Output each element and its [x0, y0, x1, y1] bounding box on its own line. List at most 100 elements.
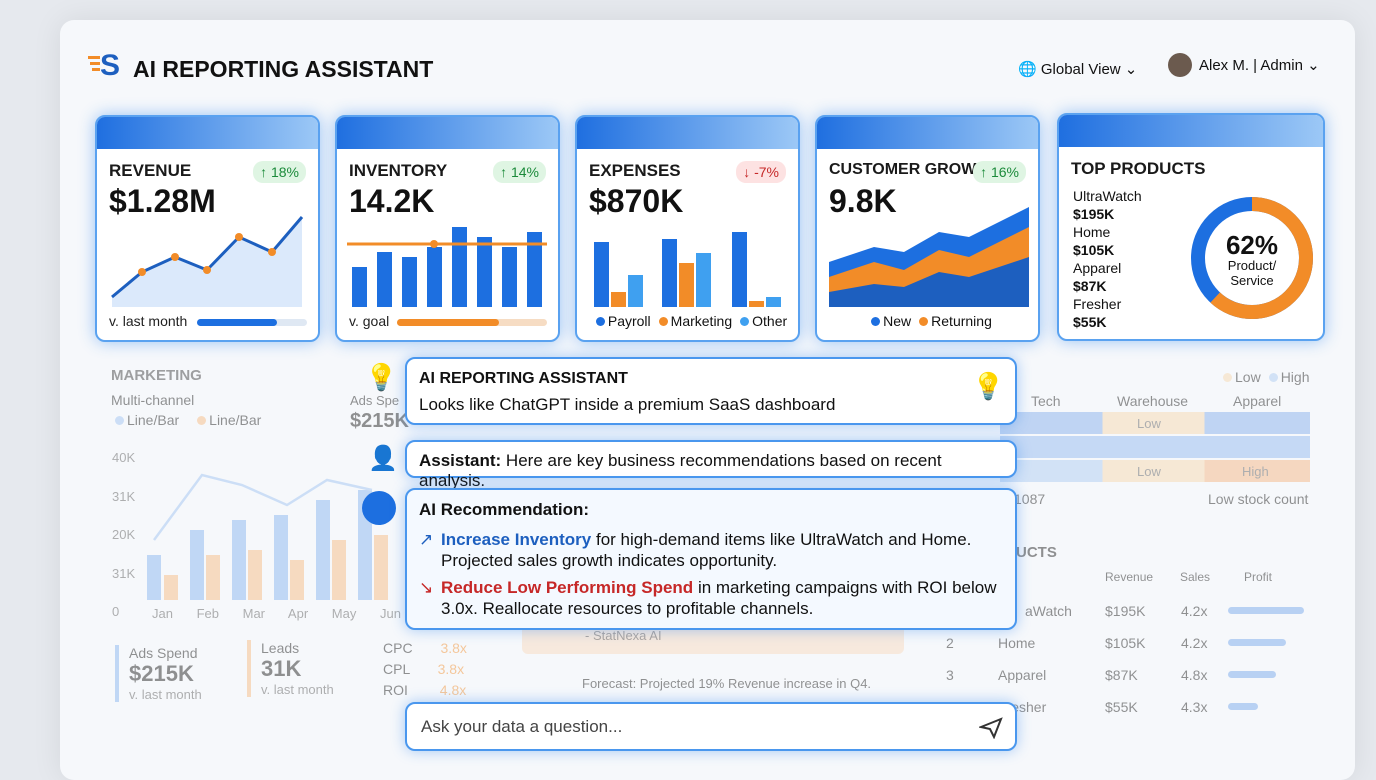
decoration: [397, 319, 547, 326]
metric-value: 4.8x: [439, 682, 467, 698]
legend-item: Line/Bar: [209, 412, 262, 428]
stat-note: v. last month: [261, 682, 334, 697]
bg-label: Ads Spe: [350, 393, 400, 408]
product-name: Fresher: [1073, 296, 1122, 312]
stat: Leads 31K v. last month: [247, 640, 334, 697]
cell: Home: [998, 635, 1036, 651]
decoration: [147, 555, 161, 600]
user-label: Alex M. | Admin: [1199, 57, 1303, 74]
rec-text: for high-demand items like UltraWatch an…: [441, 530, 972, 570]
recommendation-box: AI Recommendation: ↗ Increase Inventory f…: [405, 488, 1017, 630]
decoration: [248, 550, 262, 600]
kpi-label: INVENTORY: [349, 161, 448, 180]
column-label: Warehouse: [1117, 393, 1189, 409]
cell: aWatch: [1025, 603, 1072, 619]
kpi-change: ↑ 16%: [973, 161, 1026, 183]
metric-value: 3.8x: [437, 661, 465, 677]
rec-arrow: ↘: [419, 578, 434, 597]
cell: 3: [946, 667, 954, 683]
sparkline: [111, 216, 304, 307]
bg-value: $215K: [350, 410, 409, 432]
bulb-icon: 💡: [972, 371, 1005, 401]
chart-legend: Payroll Marketing Other: [577, 313, 798, 329]
product-value: $87K: [1073, 278, 1107, 294]
assistant-message: Assistant: Here are key business recomme…: [405, 440, 1017, 490]
cell: 4.3x: [1181, 699, 1208, 715]
metric-label: CPL: [383, 661, 410, 677]
decoration: [611, 292, 626, 307]
assistant-title: AI REPORTING ASSISTANT: [419, 370, 628, 387]
decoration: [1228, 607, 1304, 614]
decoration: [527, 232, 542, 307]
decoration: [274, 515, 288, 600]
decoration: Low High: [1215, 369, 1309, 385]
message-text: Here are key business recommendations ba…: [419, 451, 942, 490]
chat-input[interactable]: Ask your data a question...: [405, 702, 1017, 751]
x-tick-label: Jan: [152, 606, 173, 621]
legend-item: Marketing: [670, 313, 733, 329]
decoration: [979, 717, 1003, 739]
decoration: CPC 3.8x: [383, 638, 467, 659]
kpi-label: CUSTOMER GROWTH: [829, 161, 998, 178]
decoration: [1228, 671, 1276, 678]
legend-item: Line/Bar: [127, 412, 180, 428]
metric-label: ROI: [383, 682, 408, 698]
kpi-label: EXPENSES: [589, 161, 681, 180]
view-selector[interactable]: 🌐 Global View ⌄: [1018, 61, 1138, 78]
decoration: [919, 317, 929, 326]
metrics: CPC 3.8x CPL 3.8x ROI 4.8x: [383, 638, 467, 701]
table-title: UCTS: [1016, 544, 1057, 561]
decoration: [749, 301, 764, 307]
decoration: [115, 416, 124, 425]
decoration: [164, 535, 388, 600]
cell: $195K: [1105, 603, 1146, 619]
rec-text: in marketing campaigns with ROI below 3.…: [441, 578, 997, 618]
stat-label: Ads Spend: [129, 645, 198, 661]
user-menu[interactable]: Alex M. | Admin ⌄: [1199, 57, 1320, 74]
heatmap-panel: Low High Tech Warehouse Apparel Low Low H…: [1000, 360, 1325, 515]
marketing-chart: [147, 473, 388, 600]
footer-left: 1087: [1014, 491, 1046, 507]
decoration: [402, 257, 417, 307]
x-axis: Jan Feb Mar Apr May Jun: [152, 606, 401, 621]
decoration: [290, 560, 304, 600]
kpi-card: CUSTOMER GROWTH ↑ 16% 9.8K New Returning: [815, 115, 1040, 342]
rec-title: AI Recommendation:: [419, 500, 590, 519]
decoration: [477, 237, 492, 307]
decoration: [1000, 412, 1310, 434]
decoration: [1228, 639, 1286, 646]
product-value: $105K: [1073, 242, 1115, 258]
chart-legend: New Returning: [817, 313, 1038, 329]
card-header: [97, 117, 318, 149]
kpi-footer: v. goal: [349, 313, 390, 329]
decoration: [235, 233, 243, 241]
decoration: [1228, 703, 1258, 710]
cell-label: Low: [1137, 464, 1161, 479]
cell: 4.2x: [1181, 603, 1208, 619]
mini-bar-chart: [347, 227, 547, 307]
decoration: [232, 520, 246, 600]
decoration: [88, 56, 100, 59]
rec-highlight: Reduce Low Performing Spend: [441, 578, 694, 597]
kpi-value: 14.2K: [349, 183, 435, 219]
kpi-card: INVENTORY ↑ 14% 14.2K v. goal: [335, 115, 560, 342]
kpi-card: EXPENSES ↓ -7% $870K Payroll Marketing Oth…: [575, 115, 800, 342]
x-tick-label: Apr: [287, 606, 309, 621]
x-tick-label: Jun: [379, 606, 401, 621]
decoration: [1000, 460, 1310, 482]
top-products-card: TOP PRODUCTS UltraWatch $195K Home $105K A…: [1057, 113, 1325, 341]
ai-icon: [362, 491, 396, 525]
card-title: TOP PRODUCTS: [1071, 159, 1206, 178]
y-axis: 40K 31K 20K 31K 0: [112, 439, 135, 632]
cell: 2: [946, 635, 954, 651]
decoration: [138, 233, 276, 276]
send-button[interactable]: [979, 717, 1003, 739]
y-tick-label: 0: [112, 604, 120, 619]
decoration: [164, 575, 178, 600]
decoration: ↗ Increase Inventory for high-demand item…: [419, 529, 1003, 571]
decoration: [90, 62, 100, 65]
decoration: [190, 530, 204, 600]
kpi-change: ↑ 18%: [253, 161, 306, 183]
metric-value: 3.8x: [440, 640, 467, 656]
footer-right: Low stock count: [1208, 491, 1309, 507]
